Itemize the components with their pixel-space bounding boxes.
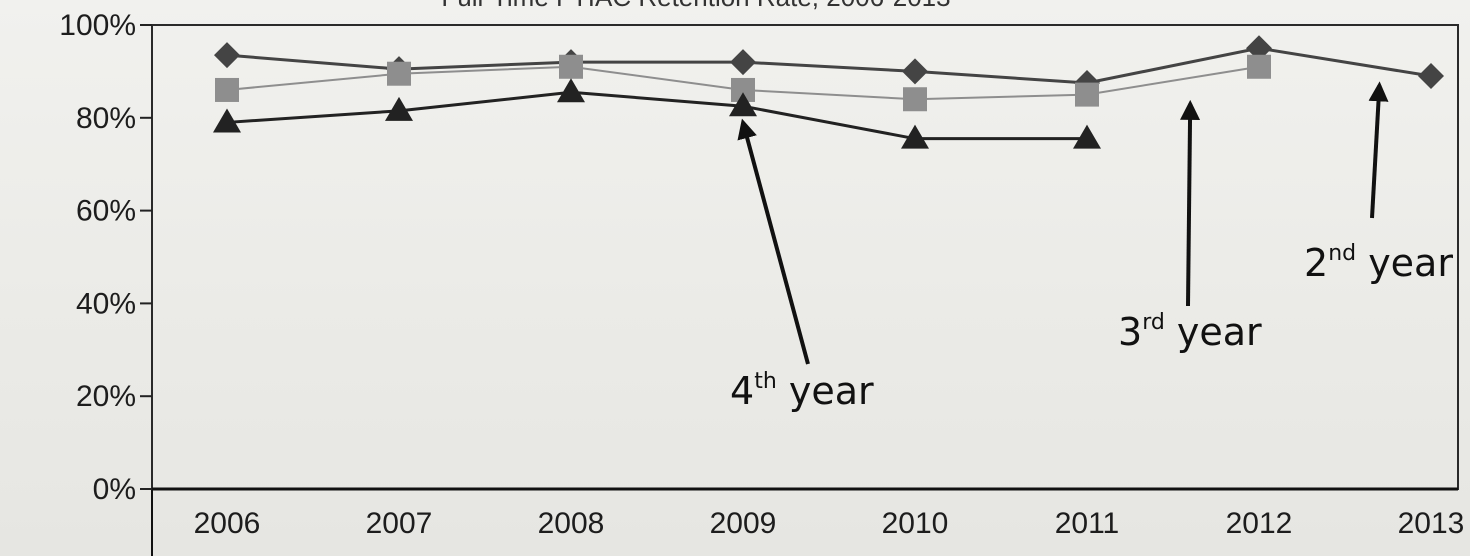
y-tick-labels: 0% 20% 40% 60% 80% 100%	[59, 9, 136, 506]
data-point-fourth	[213, 108, 241, 133]
data-point-third	[559, 54, 583, 79]
data-point-second	[214, 42, 240, 69]
data-point-second	[730, 49, 756, 76]
x-tick-label: 2010	[882, 507, 949, 540]
annotation-arrow-second	[1368, 81, 1389, 219]
series-layer	[213, 35, 1444, 149]
annotation-arrow-third	[1180, 99, 1201, 307]
data-point-fourth	[901, 124, 929, 149]
data-point-second	[1418, 63, 1444, 90]
chart-title: Full-Time FTIAC Retention Rate, 2006-201…	[441, 0, 950, 12]
data-point-third	[1247, 54, 1271, 79]
data-point-fourth	[729, 92, 757, 117]
annotation-label-second: 2nd year	[1304, 241, 1453, 285]
annotation-label-third: 3rd year	[1118, 310, 1262, 354]
data-point-fourth	[557, 78, 585, 103]
axes	[140, 24, 1459, 556]
x-tick-label: 2006	[194, 507, 261, 540]
x-tick-label: 2012	[1226, 507, 1293, 540]
y-tick-label: 0%	[93, 473, 136, 506]
data-point-second	[902, 58, 928, 85]
x-tick-label: 2013	[1398, 507, 1465, 540]
y-tick-label: 100%	[59, 9, 136, 42]
x-tick-label: 2011	[1055, 507, 1120, 540]
data-point-third	[903, 87, 927, 112]
annotation-layer: 4th year 3rd year 2nd year	[730, 81, 1453, 413]
plot-frame	[151, 24, 1459, 490]
annotation-label-fourth: 4th year	[730, 369, 874, 413]
x-tick-label: 2007	[366, 507, 433, 540]
y-tick-label: 80%	[76, 102, 136, 135]
data-point-third	[387, 61, 411, 86]
x-tick-label: 2009	[710, 507, 777, 540]
x-tick-label: 2008	[538, 507, 605, 540]
y-tick-label: 20%	[76, 380, 136, 413]
x-tick-labels: 2006 2007 2008 2009 2010 2011 2012 2013	[194, 507, 1465, 540]
series-line-fourth	[226, 90, 1087, 141]
data-point-fourth	[1073, 124, 1101, 149]
series-fourth	[213, 78, 1101, 149]
data-point-second	[1246, 35, 1272, 62]
annotation-arrow-fourth	[737, 118, 810, 365]
data-point-fourth	[385, 96, 413, 121]
series-line-second	[226, 46, 1432, 85]
y-tick-label: 60%	[76, 195, 136, 228]
series-third	[215, 54, 1271, 112]
y-tick-label: 40%	[76, 287, 136, 320]
data-point-third	[215, 77, 239, 102]
data-point-third	[1075, 82, 1099, 107]
